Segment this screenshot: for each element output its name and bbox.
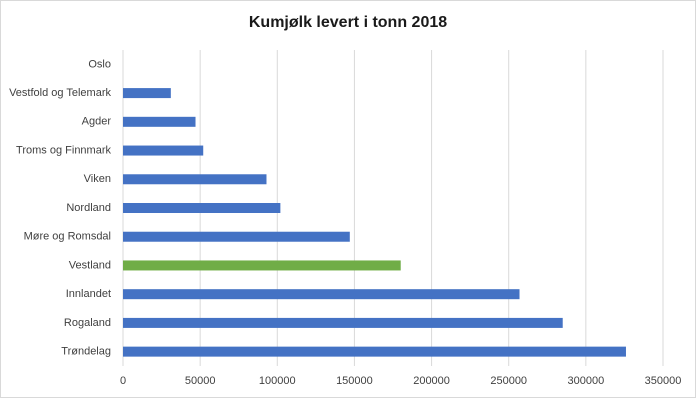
y-tick-label: Trøndelag <box>61 346 111 358</box>
y-tick-label: Innlandet <box>66 288 111 300</box>
y-tick-label: Agder <box>82 116 112 128</box>
x-tick-label: 150000 <box>336 375 373 387</box>
x-tick-label: 300000 <box>567 375 604 387</box>
bar <box>123 317 563 328</box>
x-tick-label: 350000 <box>645 375 682 387</box>
y-tick-label: Rogaland <box>64 317 111 329</box>
bar <box>123 260 401 271</box>
y-tick-label: Viken <box>84 173 111 185</box>
x-tick-label: 0 <box>120 375 126 387</box>
bar <box>123 346 626 357</box>
bar <box>123 145 204 156</box>
y-tick-label: Vestland <box>69 259 111 271</box>
y-tick-label: Oslo <box>88 58 111 70</box>
y-tick-label: Troms og Finnmark <box>16 144 111 156</box>
x-tick-label: 250000 <box>490 375 527 387</box>
bar <box>123 289 520 300</box>
bar <box>123 231 350 242</box>
x-tick-label: 50000 <box>185 375 216 387</box>
y-tick-label: Nordland <box>66 202 111 214</box>
y-tick-label: Møre og Romsdal <box>24 231 111 243</box>
bar <box>123 174 267 185</box>
x-tick-label: 100000 <box>259 375 296 387</box>
x-tick-label: 200000 <box>413 375 450 387</box>
bar <box>123 88 171 99</box>
chart-title: Kumjølk levert i tonn 2018 <box>249 14 447 31</box>
bar <box>123 116 196 127</box>
y-tick-label: Vestfold og Telemark <box>9 87 111 99</box>
bar <box>123 203 281 213</box>
